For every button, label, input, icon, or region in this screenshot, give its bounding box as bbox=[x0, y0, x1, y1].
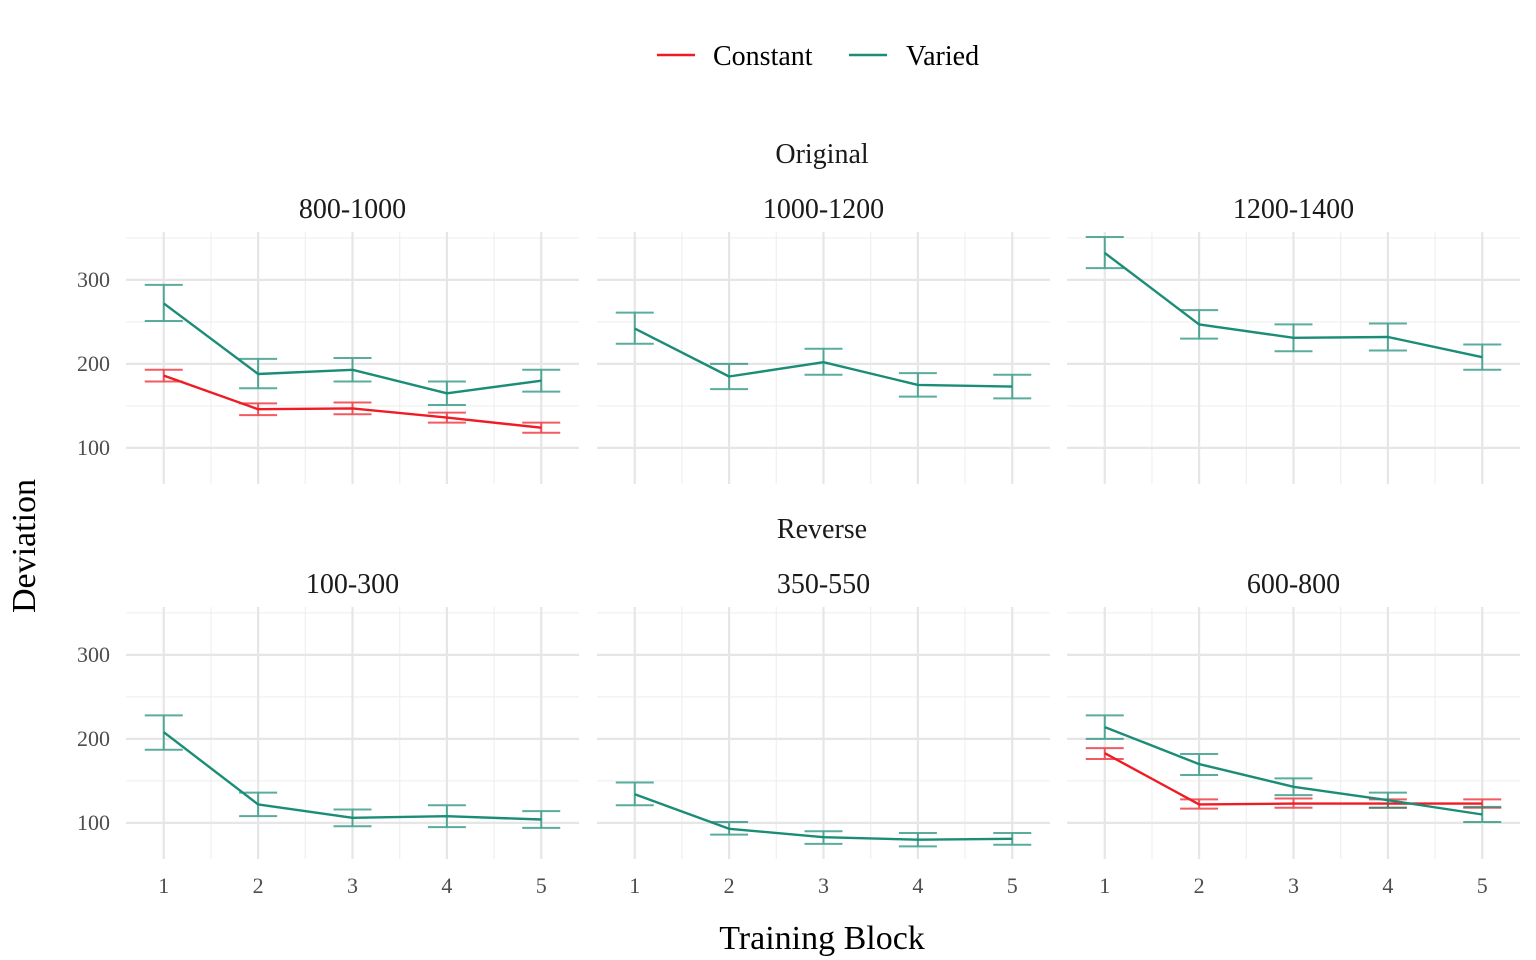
legend: Constant Varied bbox=[657, 41, 979, 72]
series-line-varied bbox=[634, 327, 1013, 388]
y-tick-label: 300 bbox=[77, 267, 110, 292]
legend-label-varied: Varied bbox=[906, 41, 979, 72]
errorbar-varied bbox=[1085, 236, 1124, 270]
series-line-varied bbox=[1104, 725, 1483, 816]
x-tick-label: 2 bbox=[253, 873, 264, 898]
x-tick-label: 3 bbox=[347, 873, 358, 898]
x-tick-label: 2 bbox=[724, 873, 735, 898]
errorbar-varied bbox=[615, 311, 654, 345]
panel-title: 600-800 bbox=[1247, 569, 1340, 600]
legend-label-constant: Constant bbox=[713, 41, 813, 72]
x-tick-label: 3 bbox=[818, 873, 829, 898]
errorbar-constant bbox=[144, 368, 183, 383]
series-line-constant bbox=[1104, 752, 1483, 806]
errorbar-varied bbox=[1085, 714, 1124, 740]
x-tick-label: 1 bbox=[158, 873, 169, 898]
row-label-reverse: Reverse bbox=[777, 514, 867, 545]
x-tick-label: 4 bbox=[1382, 873, 1393, 898]
panel-1200-1400: 1200-1400 bbox=[1067, 194, 1520, 484]
panel-100-300: 100-300 bbox=[126, 569, 579, 859]
panels: 800-1000 1000-1200 1200-1400 100-300 350-550… bbox=[126, 194, 1520, 859]
y-tick-label: 300 bbox=[77, 642, 110, 667]
y-axis-ticks: 100 200 300 100 200 300 bbox=[77, 267, 110, 835]
series-line-varied bbox=[634, 793, 1013, 841]
panel-350-550: 350-550 bbox=[597, 569, 1050, 859]
panel-600-800: 600-800 bbox=[1067, 569, 1520, 859]
panel-title: 1200-1400 bbox=[1233, 194, 1354, 225]
x-tick-label: 1 bbox=[1099, 873, 1110, 898]
series-line-varied bbox=[1104, 252, 1483, 359]
series-line-varied bbox=[163, 302, 542, 395]
panel-title: 800-1000 bbox=[299, 194, 406, 225]
x-tick-label: 3 bbox=[1288, 873, 1299, 898]
x-tick-label: 5 bbox=[536, 873, 547, 898]
y-tick-label: 100 bbox=[77, 810, 110, 835]
panel-800-1000: 800-1000 bbox=[126, 194, 579, 484]
errorbar-varied bbox=[615, 781, 654, 807]
y-tick-label: 200 bbox=[77, 726, 110, 751]
panel-title: 350-550 bbox=[777, 569, 870, 600]
panel-title: 1000-1200 bbox=[763, 194, 884, 225]
x-tick-label: 5 bbox=[1477, 873, 1488, 898]
row-labels: Original Reverse bbox=[775, 139, 869, 545]
y-axis-title: Deviation bbox=[6, 479, 43, 613]
x-axis-title: Training Block bbox=[719, 920, 925, 957]
x-tick-label: 4 bbox=[912, 873, 923, 898]
x-tick-label: 2 bbox=[1194, 873, 1205, 898]
y-tick-label: 200 bbox=[77, 351, 110, 376]
x-tick-label: 5 bbox=[1007, 873, 1018, 898]
x-axis-ticks: 1 2 3 4 5 1 2 3 4 5 1 2 3 4 5 bbox=[158, 873, 1488, 898]
errorbar-varied bbox=[144, 283, 183, 323]
series-line-constant bbox=[163, 374, 542, 429]
row-label-original: Original bbox=[775, 139, 869, 170]
panel-1000-1200: 1000-1200 bbox=[597, 194, 1050, 484]
series-line-varied bbox=[163, 731, 542, 821]
x-tick-label: 4 bbox=[441, 873, 452, 898]
y-tick-label: 100 bbox=[77, 435, 110, 460]
x-tick-label: 1 bbox=[629, 873, 640, 898]
panel-title: 100-300 bbox=[306, 569, 399, 600]
